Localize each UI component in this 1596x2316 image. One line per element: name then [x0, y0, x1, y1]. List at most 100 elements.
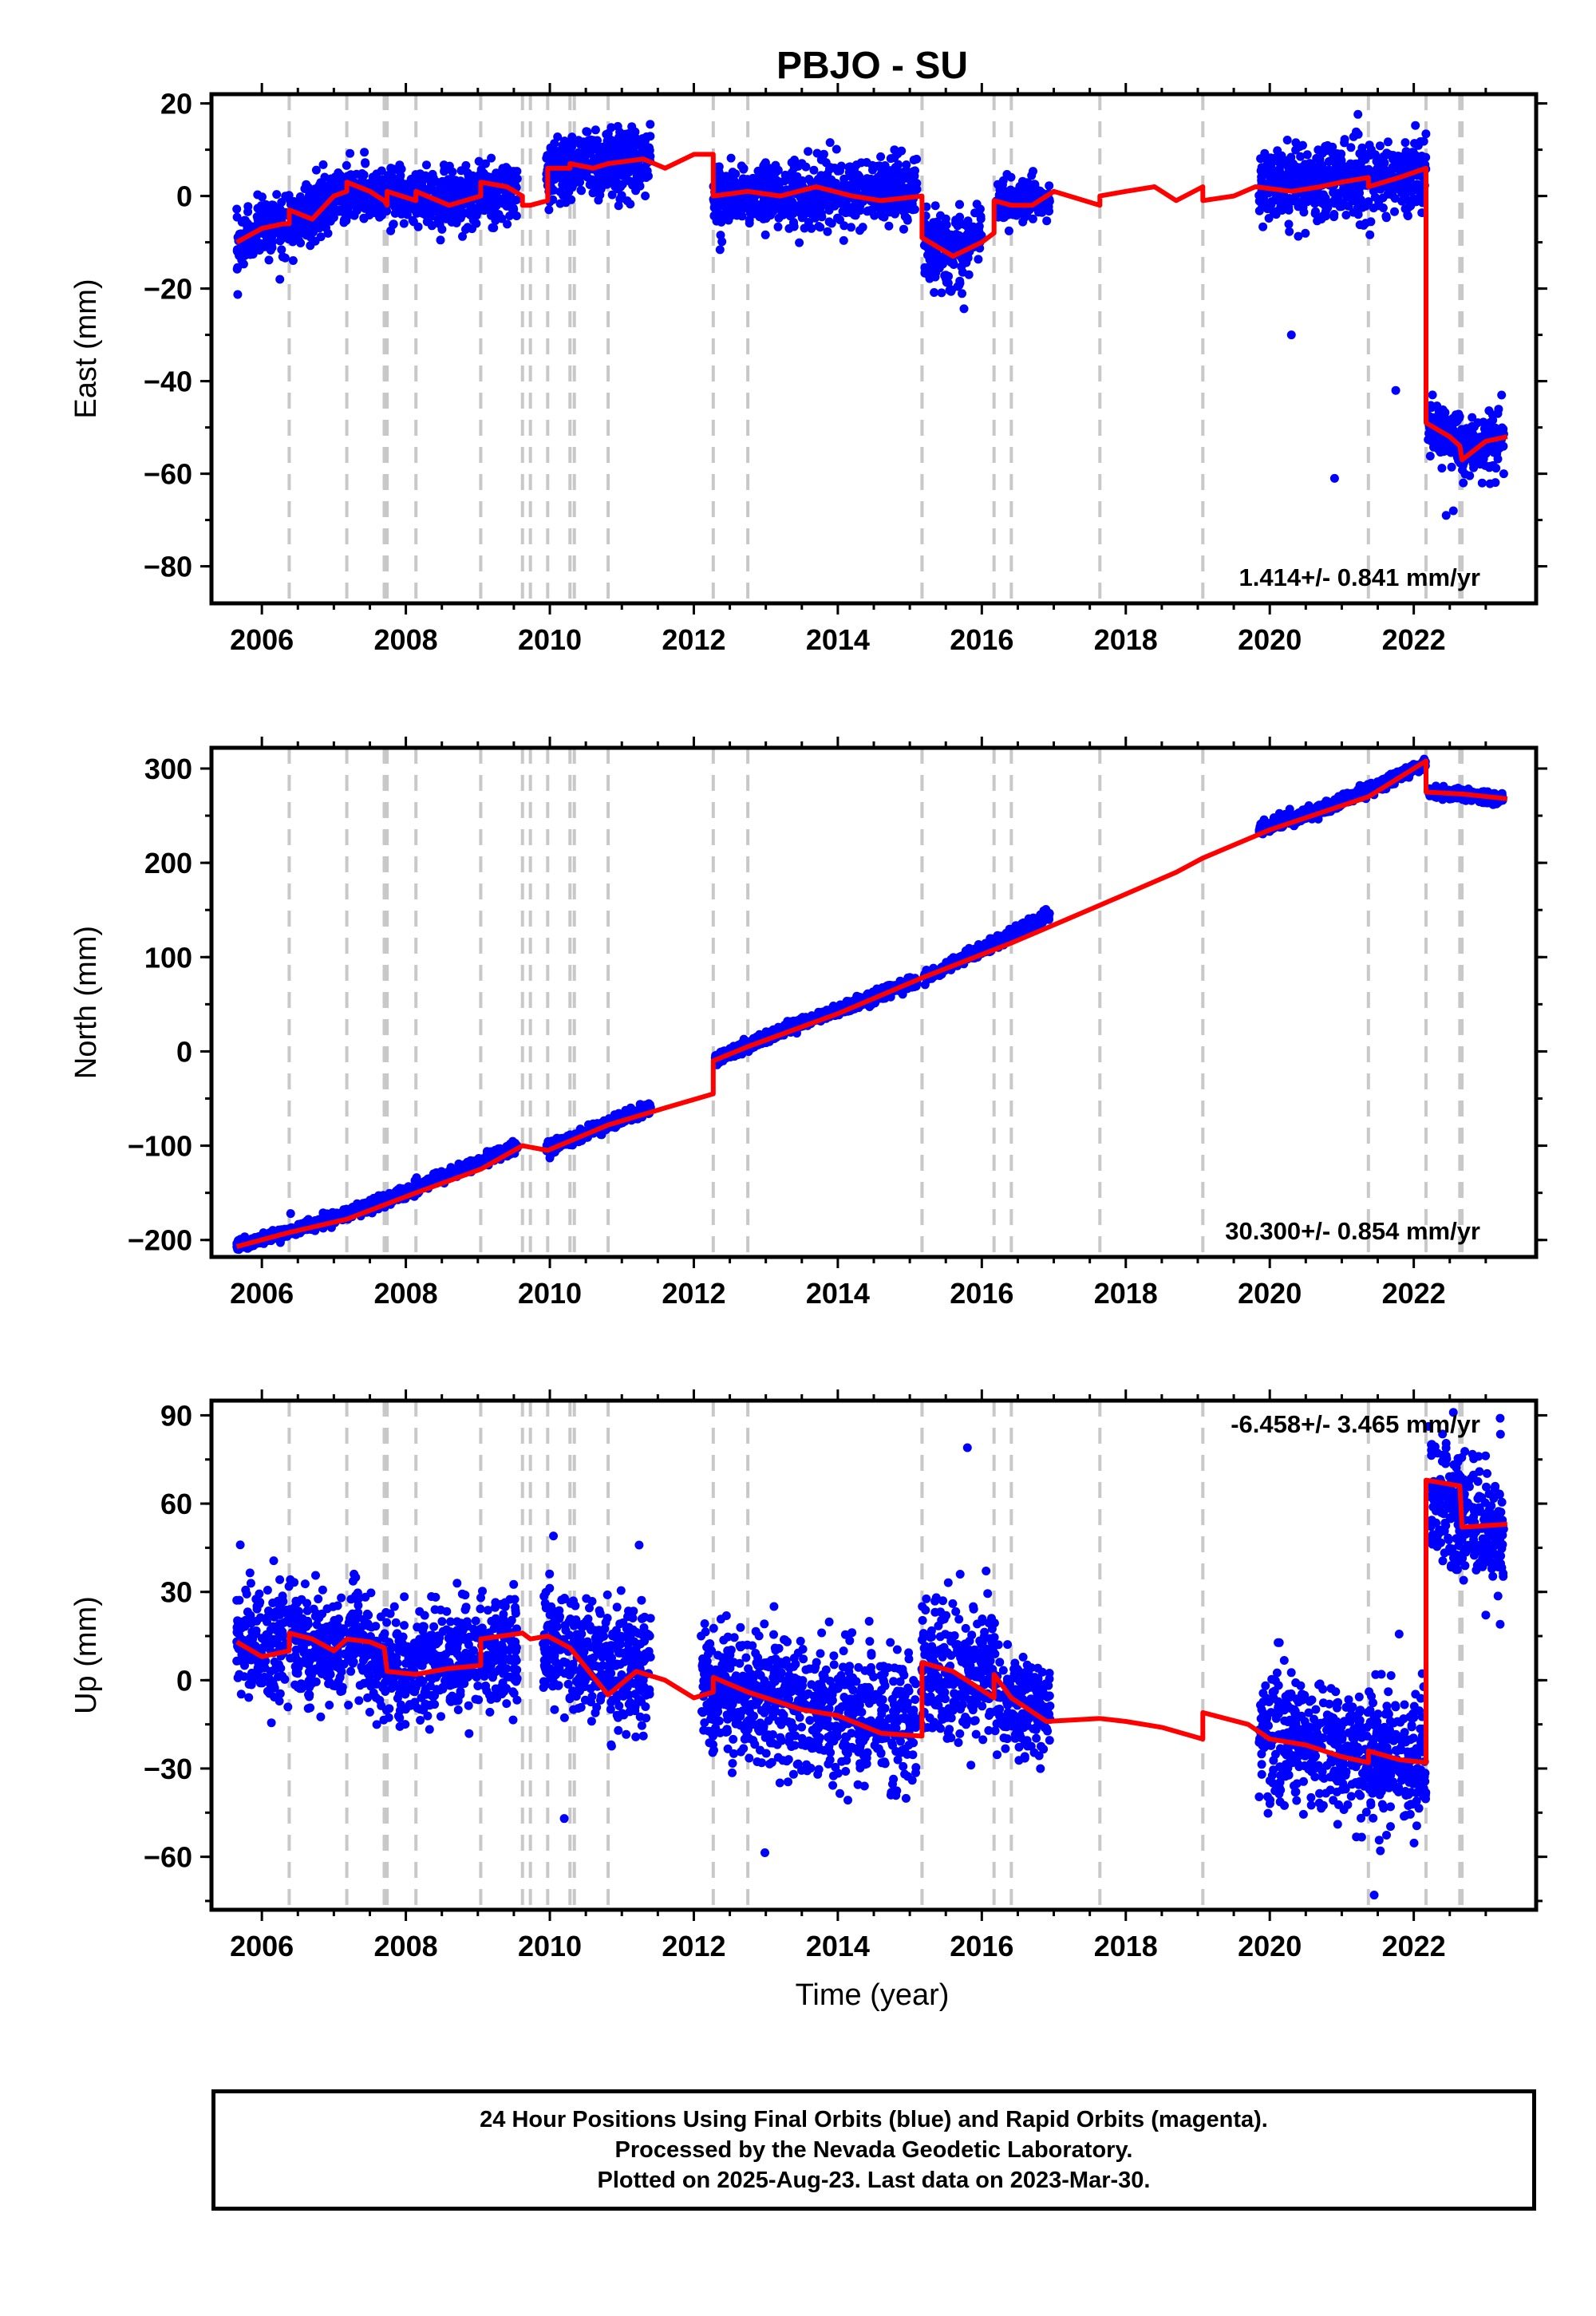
data-point	[739, 164, 749, 174]
data-point	[621, 148, 630, 158]
data-point	[950, 236, 960, 246]
data-point	[752, 182, 761, 191]
data-point	[318, 160, 328, 169]
data-point	[642, 166, 652, 176]
data-point	[726, 153, 736, 163]
data-point	[308, 202, 318, 211]
east-y-axis-label: East (mm)	[69, 279, 103, 418]
data-point	[714, 199, 724, 208]
data-point	[1298, 203, 1308, 212]
data-point	[941, 214, 950, 223]
data-point	[298, 1219, 307, 1229]
data-point	[1462, 428, 1472, 437]
data-point	[591, 154, 600, 164]
data-point	[607, 190, 617, 200]
data-point	[1018, 176, 1027, 186]
east-panel: 2006 2008 2010 2012 2014 2016 2018 2020 2022−80−…	[69, 83, 1547, 656]
data-point	[555, 151, 565, 160]
data-point	[1377, 161, 1385, 170]
data-point	[938, 255, 947, 264]
data-point	[1460, 469, 1470, 479]
data-point	[401, 1185, 409, 1195]
data-point	[1310, 199, 1319, 208]
data-point	[955, 200, 964, 209]
data-point	[636, 174, 646, 184]
data-point	[1341, 211, 1351, 219]
data-point	[1333, 195, 1342, 204]
data-point	[243, 202, 253, 211]
data-point	[1286, 330, 1296, 340]
data-point	[1319, 190, 1328, 200]
data-point	[452, 218, 461, 227]
data-point	[399, 219, 409, 228]
data-point	[1258, 194, 1267, 204]
data-point	[296, 239, 306, 247]
data-point	[714, 162, 724, 172]
data-point	[971, 228, 981, 238]
data-point	[903, 215, 912, 225]
data-point	[1344, 191, 1353, 200]
data-point	[760, 230, 770, 239]
data-point	[740, 194, 749, 204]
data-point	[1364, 197, 1373, 207]
data-point	[500, 199, 509, 208]
data-point	[1258, 222, 1268, 231]
data-point	[359, 197, 369, 207]
data-point	[838, 207, 847, 216]
data-point	[256, 201, 266, 211]
data-point	[1320, 172, 1329, 182]
data-point	[937, 288, 946, 298]
x-tick-label: 2006	[230, 623, 294, 656]
data-point	[243, 226, 252, 235]
north-panel: 2006 2008 2010 2012 2014 2016 2018 2020 2022−200…	[69, 737, 1547, 1310]
data-point	[1353, 159, 1362, 168]
east-data-points	[232, 109, 1508, 520]
data-point	[1009, 207, 1019, 217]
data-point	[606, 123, 616, 132]
data-point	[1399, 180, 1408, 190]
data-point	[845, 162, 855, 172]
data-point	[1381, 213, 1391, 223]
data-point	[765, 172, 775, 181]
data-point	[1491, 464, 1501, 473]
data-point	[1346, 143, 1356, 152]
data-point	[1499, 469, 1508, 479]
data-point	[280, 253, 290, 263]
data-point	[624, 168, 634, 177]
data-point	[497, 214, 507, 223]
x-tick-label: 2012	[662, 623, 725, 656]
data-point	[1450, 427, 1460, 437]
data-point	[1397, 196, 1407, 206]
data-point	[614, 167, 624, 176]
data-point	[729, 177, 739, 187]
data-point	[1428, 390, 1437, 400]
data-point	[1479, 424, 1489, 433]
data-point	[470, 173, 480, 183]
data-point	[958, 267, 967, 277]
data-point	[490, 200, 500, 208]
data-point	[894, 182, 903, 192]
data-point	[1390, 207, 1399, 216]
data-point	[266, 246, 275, 255]
data-point	[959, 256, 969, 266]
data-point	[1286, 153, 1295, 163]
data-point	[583, 141, 593, 151]
data-point	[311, 165, 321, 175]
data-point	[998, 204, 1006, 213]
data-point	[646, 132, 655, 141]
data-point	[975, 204, 985, 214]
data-point	[422, 160, 431, 170]
data-point	[474, 204, 484, 214]
data-point	[1284, 219, 1294, 229]
data-point	[274, 204, 283, 213]
data-point	[288, 256, 298, 265]
data-point	[811, 213, 820, 223]
data-point	[487, 211, 496, 220]
data-point	[1437, 464, 1447, 473]
data-point	[1413, 194, 1423, 204]
data-point	[1369, 204, 1378, 213]
data-point	[306, 232, 315, 242]
data-point	[1002, 170, 1012, 179]
data-point	[1302, 150, 1312, 160]
data-point	[1485, 479, 1495, 488]
